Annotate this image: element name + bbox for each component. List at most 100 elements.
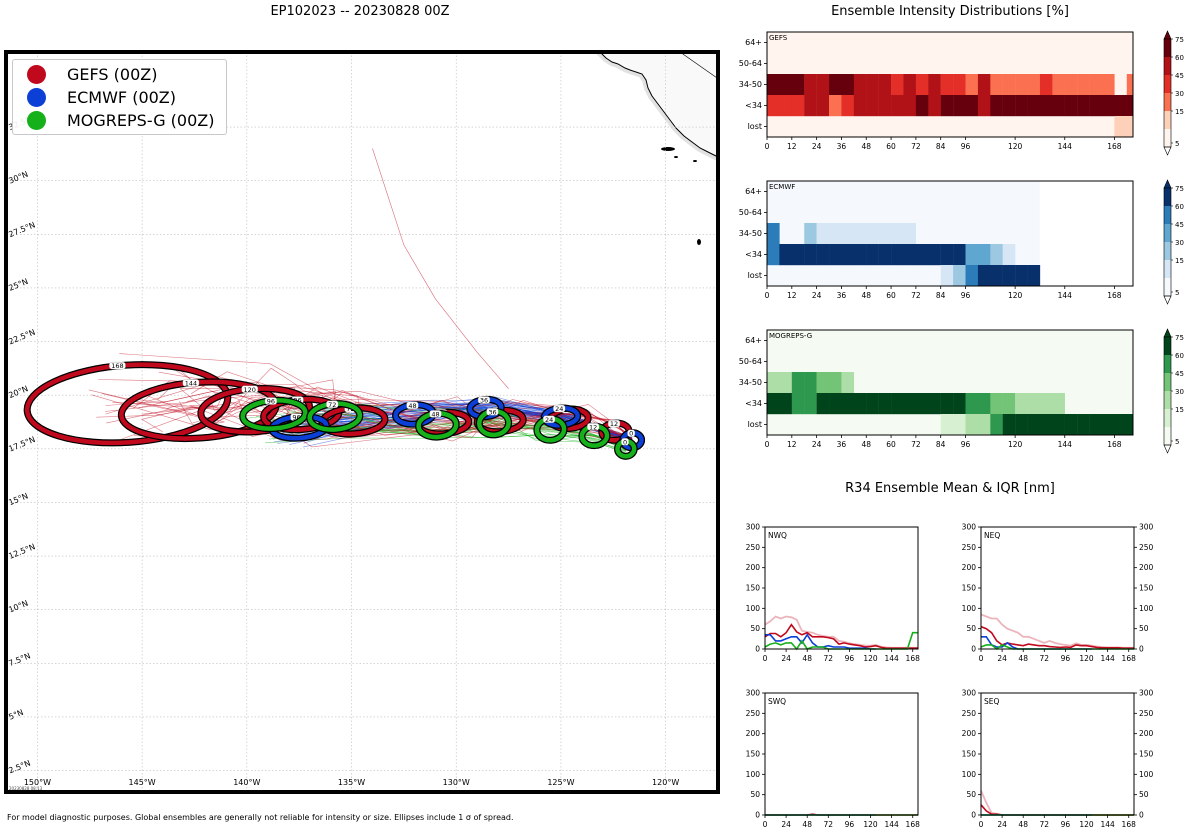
colorbar-segment: [1164, 57, 1171, 76]
heatmap-cell: [1077, 74, 1090, 96]
heatmap-cell: [953, 244, 966, 266]
heatmap-cell: [1126, 74, 1134, 96]
heatmap-cell: [841, 74, 855, 96]
y-tick-label: 64+: [745, 38, 762, 47]
x-tick-label: 36: [837, 291, 847, 300]
ellipse-label-box: [607, 419, 621, 428]
heatmap-cell: [990, 265, 1003, 287]
colorbar-max-arrow: [1163, 328, 1172, 338]
colorbar-segment: [1164, 260, 1171, 279]
x-tick-label: 72: [1040, 820, 1050, 829]
heatmap-cell: [1015, 265, 1028, 287]
heatmap-cell: [977, 95, 991, 117]
x-tick-label: 48: [861, 291, 871, 300]
colorbar-tick-label: 30: [1175, 388, 1184, 396]
colorbar: 75 60 45 30 15 5: [1163, 179, 1184, 305]
y-tick-label-right: 0: [1139, 645, 1144, 654]
y-tick-label: 200: [746, 563, 761, 572]
x-tick-label: 144: [1100, 820, 1115, 829]
y-tick-label: 100: [746, 770, 761, 779]
heatmap-ecmwf: ECMWF 64+ 50-64 34-50 <34 lost 0 12 24 36 48 60 72 84…: [739, 179, 1184, 305]
lon-tick-label: 125°W: [547, 778, 574, 787]
colorbar-tick-label: 5: [1175, 438, 1179, 446]
x-tick-label: 36: [837, 142, 847, 151]
colorbar-tick-label: 60: [1175, 54, 1184, 62]
lat-tick-label: 20°N: [7, 384, 29, 400]
y-tick-label: 200: [962, 563, 977, 572]
ellipse-hour-label: 12: [610, 420, 618, 428]
map-gridlines: [6, 52, 718, 792]
heatmap-cell: [1077, 414, 1090, 436]
ellipse-hour-label: 24: [555, 405, 563, 413]
colorbar: 75 60 45 30 15 5: [1163, 30, 1184, 156]
heatmap-cell: [1077, 95, 1090, 117]
heatmap-cell: [1101, 74, 1115, 96]
heatmap-cell: [791, 95, 805, 117]
lat-tick-label: 2.5°N: [7, 759, 31, 776]
ellipse-hour-label: 48: [408, 402, 416, 410]
x-tick-label: 120: [1008, 291, 1023, 300]
heatmap-cell: [866, 95, 879, 117]
heatmap-cell: [903, 393, 917, 415]
heatmap-model-label: MOGREPS-G: [769, 332, 812, 340]
ellipse-hour-label: 168: [111, 362, 123, 370]
lat-tick-label: 22.5°N: [7, 328, 36, 347]
heatmap-cell: [928, 244, 941, 266]
heatmap-cell: [1089, 95, 1103, 117]
y-tick-label: 100: [962, 770, 977, 779]
x-tick-label: 120: [1079, 654, 1094, 663]
heatmap-cell: [1064, 414, 1078, 436]
lon-tick-label: 145°W: [129, 778, 156, 787]
heatmap-cell: [977, 244, 991, 266]
heatmap-cell: [915, 393, 929, 415]
heatmap-cell: [915, 244, 929, 266]
x-tick-label: 84: [936, 142, 946, 151]
heatmap-cell: [779, 95, 793, 117]
heatmap-cell: [977, 393, 991, 415]
heatmap-cell: [965, 244, 979, 266]
mogreps-ellipse-36: 36: [475, 407, 513, 439]
lat-tick-label: 25°N: [7, 277, 29, 293]
ellipse-label-box: [553, 404, 566, 413]
ellipse-hour-label: 24: [545, 416, 553, 424]
colorbar-tick-label: 45: [1175, 72, 1184, 80]
ellipse-hour-label: 36: [488, 408, 496, 416]
x-tick-label: 0: [763, 654, 768, 663]
legend-marker-mogreps: [27, 110, 46, 130]
heatmap-cell: [1027, 95, 1041, 117]
x-tick-label: 168: [1107, 440, 1122, 449]
y-tick-label-right: 150: [1139, 750, 1154, 759]
heatmap-cell: [990, 74, 1003, 96]
coastline: [594, 52, 718, 245]
y-tick-label: 50: [966, 624, 976, 633]
lat-tick-label: 7.5°N: [7, 651, 31, 668]
x-tick-label: 120: [863, 820, 878, 829]
heatmap-cell: [816, 393, 830, 415]
ellipse-label-box: [241, 385, 259, 393]
mogreps-ellipse-0: 0: [613, 437, 638, 460]
heatmap-cell: [804, 74, 817, 96]
heatmap-cell: [878, 95, 892, 117]
heatmap-cell: [841, 244, 855, 266]
y-tick-label-right: 300: [1139, 689, 1154, 698]
x-tick-label: 24: [812, 291, 822, 300]
r34-title: R34 Ensemble Mean & IQR [nm]: [845, 481, 1055, 496]
y-tick-label: <34: [745, 101, 762, 110]
heatmap-cell: [990, 244, 1003, 266]
heatmap-cell: [866, 223, 879, 245]
heatmap-cell: [928, 393, 941, 415]
y-tick-label: 50-64: [739, 208, 762, 217]
heatmap-cell: [891, 393, 904, 415]
y-tick-label: 100: [746, 604, 761, 613]
x-tick-label: 144: [1100, 654, 1115, 663]
colorbar-segment: [1164, 111, 1171, 130]
mogreps-ellipse-12: 12: [578, 422, 611, 450]
ellipse-hour-label: 144: [185, 379, 197, 387]
r34-quadrant-label: SEQ: [984, 697, 999, 706]
heatmap-cell: [1002, 393, 1016, 415]
heatmap-cell: [841, 372, 855, 394]
heatmap-cell: [940, 265, 954, 287]
lon-tick-label: 140°W: [233, 778, 260, 787]
gefs-ellipse-120: 120: [197, 384, 314, 436]
